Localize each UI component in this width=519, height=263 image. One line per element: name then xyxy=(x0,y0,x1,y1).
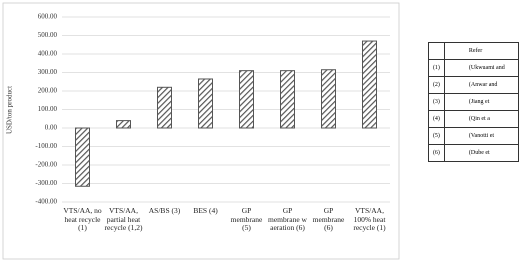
y-tick-label: 200.00 xyxy=(38,87,58,95)
header-cell: Refer xyxy=(443,42,519,60)
x-tick-label: GP membrane (5) xyxy=(230,206,263,232)
bar xyxy=(75,127,90,187)
table-row: (1) (Ukwuami and xyxy=(428,59,519,77)
bar xyxy=(321,69,336,129)
y-tick-label: 600.00 xyxy=(38,13,58,21)
table-cell: (2) xyxy=(428,76,445,94)
y-axis-label: USD/ton product xyxy=(6,86,14,134)
table-header-row: Refer xyxy=(428,42,519,60)
x-tick-label: VTS/AA, 100% heat recycle (1) xyxy=(353,206,386,232)
x-tick-label: BES (4) xyxy=(193,206,218,215)
bar xyxy=(198,78,213,129)
table-cell: (1) xyxy=(428,59,445,77)
table-cell: (Ukwuami and xyxy=(443,59,519,77)
y-tick-label: -100.00 xyxy=(35,142,57,150)
table-row: (4) (Qin et a xyxy=(428,110,519,128)
table-row: (3) (Jiang et xyxy=(428,93,519,111)
y-tick-label: 0.00 xyxy=(45,124,58,132)
reference-table: Refer (1) (Ukwuami and (2) (Anwar and (3) (Jia… xyxy=(428,42,519,162)
bar xyxy=(239,70,254,129)
table-cell: (4) xyxy=(428,110,445,128)
y-tick-label: -300.00 xyxy=(35,179,57,187)
x-tick-label: VTS/AA, partial heat recycle (1,2) xyxy=(104,206,143,232)
y-tick-label: 500.00 xyxy=(38,31,58,39)
y-tick-label: 400.00 xyxy=(38,50,58,58)
table-row: (2) (Anwar and xyxy=(428,76,519,94)
table-cell: (6) xyxy=(428,144,445,162)
bar xyxy=(362,40,377,129)
x-tick-label: GP membrane w aeration (6) xyxy=(268,206,307,232)
y-tick-label: 100.00 xyxy=(38,105,58,113)
table-row: (6) (Dube et xyxy=(428,144,519,162)
table-row: (5) (Vanotti et xyxy=(428,127,519,145)
x-tick-label: AS/BS (3) xyxy=(148,206,181,215)
table-cell: (Dube et xyxy=(443,144,519,162)
table-cell: (3) xyxy=(428,93,445,111)
table-cell: (5) xyxy=(428,127,445,145)
table-cell: (Vanotti et xyxy=(443,127,519,145)
y-tick-label: 300.00 xyxy=(38,68,58,76)
bar xyxy=(116,120,131,129)
table-cell: (Qin et a xyxy=(443,110,519,128)
table-cell: (Jiang et xyxy=(443,93,519,111)
y-tick-label: -400.00 xyxy=(35,198,57,206)
header-cell xyxy=(428,42,445,60)
x-tick-label: VTS/AA, no heat recycle (1) xyxy=(63,206,102,232)
x-tick-label: GP membrane (6) xyxy=(312,206,345,232)
y-tick-label: -200.00 xyxy=(35,161,57,169)
bar xyxy=(280,70,295,129)
table-cell: (Anwar and xyxy=(443,76,519,94)
chart-border xyxy=(2,2,400,260)
bar xyxy=(157,86,172,129)
